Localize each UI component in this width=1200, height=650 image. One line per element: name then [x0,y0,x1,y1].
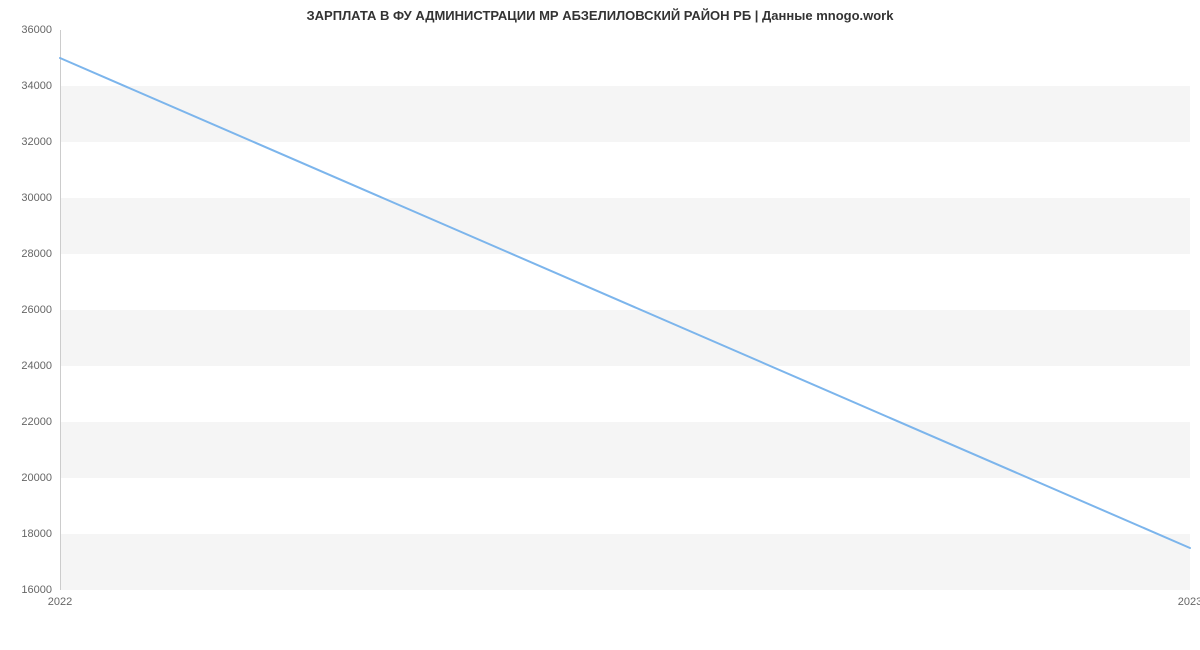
x-tick-label: 2023 [1178,596,1200,608]
y-tick-label: 20000 [21,472,52,484]
y-tick-label: 30000 [21,192,52,204]
y-tick-label: 26000 [21,304,52,316]
chart-line-layer [60,30,1190,590]
y-tick-label: 34000 [21,80,52,92]
y-tick-label: 36000 [21,24,52,36]
y-tick-label: 28000 [21,248,52,260]
y-tick-label: 22000 [21,416,52,428]
series-line-salary [60,58,1190,548]
y-tick-label: 24000 [21,360,52,372]
plot-area: 1600018000200002200024000260002800030000… [60,30,1190,590]
y-tick-label: 32000 [21,136,52,148]
chart-title: ЗАРПЛАТА В ФУ АДМИНИСТРАЦИИ МР АБЗЕЛИЛОВ… [0,8,1200,23]
x-tick-label: 2022 [48,596,72,608]
y-tick-label: 16000 [21,584,52,596]
y-tick-label: 18000 [21,528,52,540]
